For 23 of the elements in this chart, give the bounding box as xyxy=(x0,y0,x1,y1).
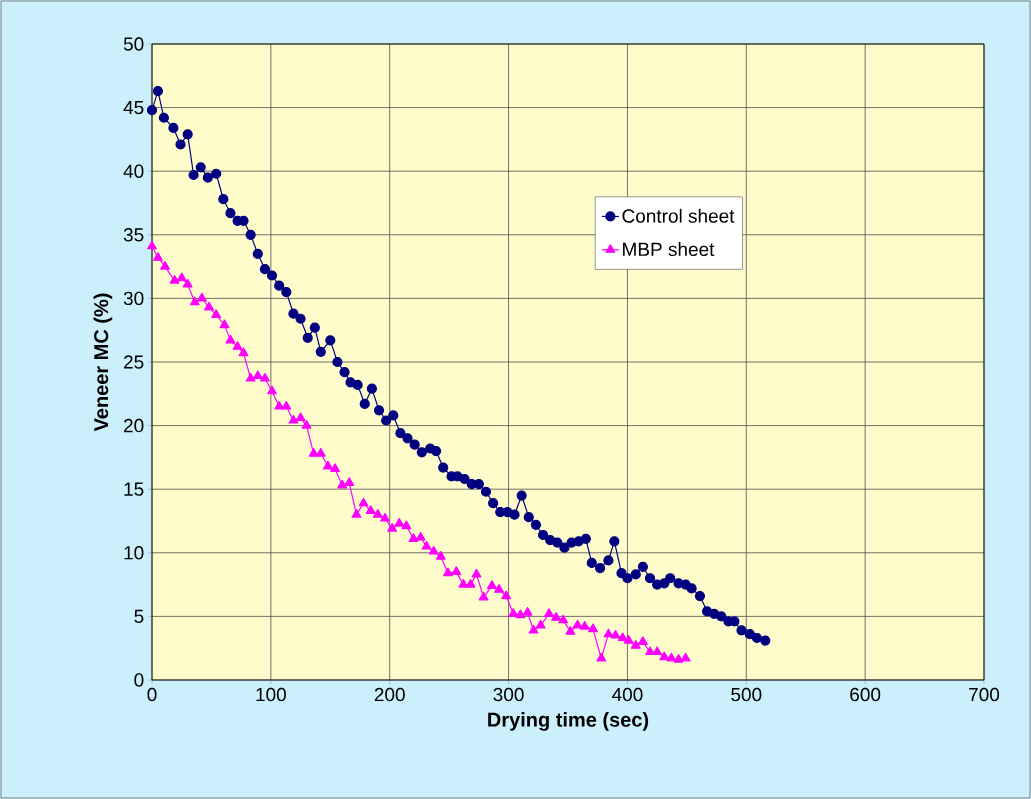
y-tick-label: 40 xyxy=(123,164,144,178)
x-tick-label: 0 xyxy=(147,687,157,702)
x-tick-label: 400 xyxy=(612,687,643,702)
legend-label: MBP sheet xyxy=(623,242,715,257)
x-tick-label: 200 xyxy=(374,687,405,702)
y-tick-label: 35 xyxy=(123,228,144,242)
y-tick-label: 15 xyxy=(124,482,144,496)
legend-label: Control sheet xyxy=(622,208,735,223)
x-tick-label: 100 xyxy=(256,687,286,702)
y-tick-label: 45 xyxy=(123,100,144,115)
y-tick-label: 30 xyxy=(123,291,144,306)
y-tick-label: 50 xyxy=(123,37,144,51)
x-tick-label: 600 xyxy=(850,687,881,702)
y-axis-title: Veneer MC (%) xyxy=(93,293,113,432)
y-tick-label: 25 xyxy=(124,355,144,369)
y-tick-label: 20 xyxy=(124,418,144,433)
y-tick-label: 10 xyxy=(124,546,144,560)
x-tick-label: 300 xyxy=(493,687,524,702)
y-tick-label: 5 xyxy=(134,609,144,624)
y-tick-label: 0 xyxy=(134,673,144,687)
x-axis-title: Drying time (sec) xyxy=(488,712,649,731)
x-tick-label: 700 xyxy=(969,687,1000,702)
x-tick-label: 500 xyxy=(731,687,762,702)
